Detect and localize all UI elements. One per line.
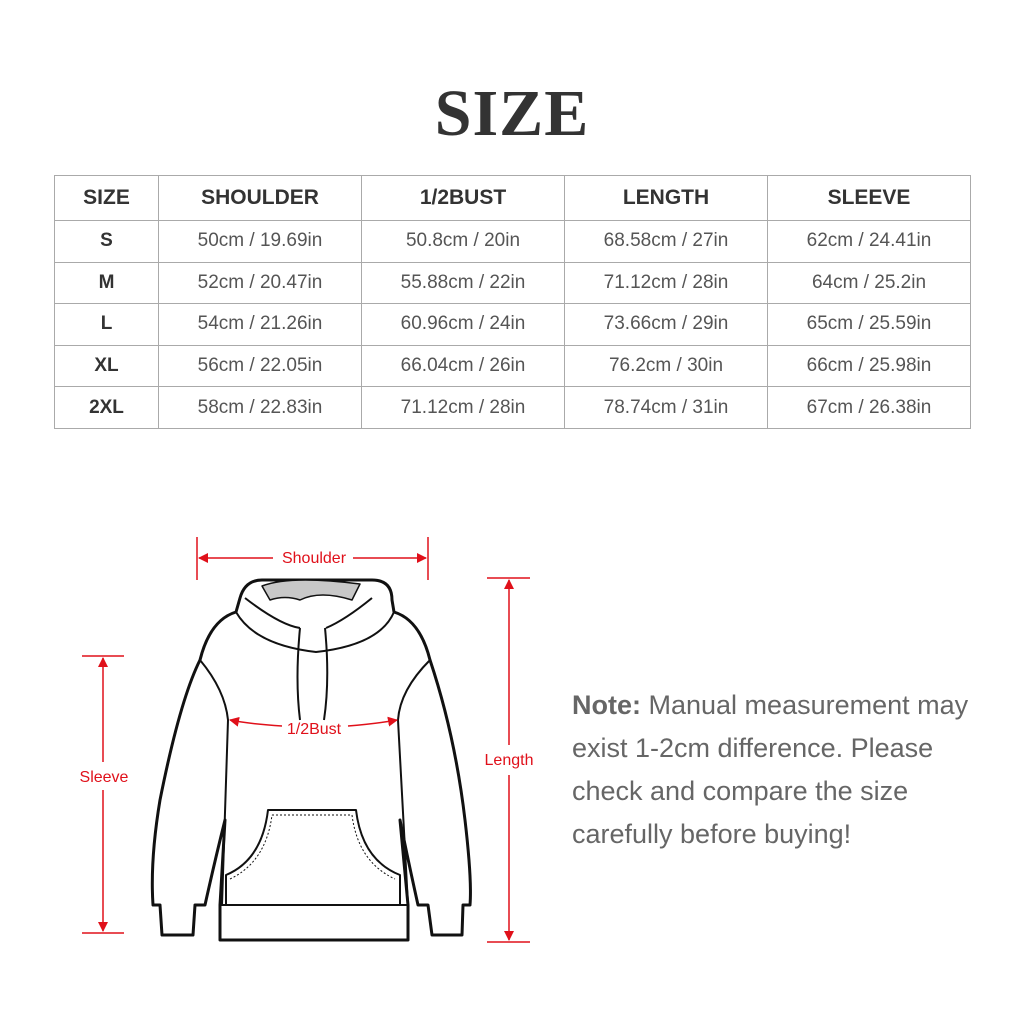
table-row: S 50cm / 19.69in 50.8cm / 20in 68.58cm / 27… — [54, 220, 971, 263]
shoulder-label: Shoulder — [282, 550, 347, 567]
column-header: SHOULDER — [158, 175, 362, 221]
size-cell: L — [54, 303, 159, 346]
measurement-cell: 56cm / 22.05in — [158, 344, 362, 388]
measurement-cell: 50cm / 19.69in — [158, 220, 362, 263]
size-cell: M — [54, 261, 159, 305]
column-header: SIZE — [54, 175, 159, 221]
column-header: LENGTH — [564, 175, 768, 221]
table-row: L 54cm / 21.26in 60.96cm / 24in 73.66cm / 2… — [54, 303, 971, 346]
table-row: XL 56cm / 22.05in 66.04cm / 26in 76.2cm / 3… — [54, 344, 971, 388]
bust-label: 1/2Bust — [287, 721, 342, 738]
measurement-cell: 76.2cm / 30in — [564, 344, 768, 388]
measurement-cell: 78.74cm / 31in — [564, 386, 768, 429]
page-title: SIZE — [434, 77, 590, 150]
measurement-cell: 71.12cm / 28in — [564, 261, 768, 305]
measurement-cell: 54cm / 21.26in — [158, 303, 362, 346]
table-row: M 52cm / 20.47in 55.88cm / 22in 71.12cm / 2… — [54, 261, 971, 305]
measurement-cell: 66cm / 25.98in — [767, 344, 971, 388]
measurement-cell: 52cm / 20.47in — [158, 261, 362, 305]
sleeve-label: Sleeve — [80, 769, 129, 786]
length-label: Length — [485, 752, 534, 769]
column-header: SLEEVE — [767, 175, 971, 221]
measurement-cell: 68.58cm / 27in — [564, 220, 768, 263]
measurement-cell: 71.12cm / 28in — [361, 386, 565, 429]
note-label: Note: — [572, 690, 641, 720]
measurement-cell: 62cm / 24.41in — [767, 220, 971, 263]
column-header: 1/2BUST — [361, 175, 565, 221]
measurement-cell: 65cm / 25.59in — [767, 303, 971, 346]
note-text: Manual measurement may exist 1-2cm diffe… — [572, 690, 969, 849]
size-table: SIZE SHOULDER 1/2BUST LENGTH SLEEVE S 50cm / … — [54, 175, 971, 429]
measurement-cell: 67cm / 26.38in — [767, 386, 971, 429]
measurement-note: Note: Manual measurement may exist 1-2cm… — [572, 684, 992, 856]
hoodie-illustration — [150, 578, 472, 942]
measurement-lines — [82, 537, 530, 943]
measurement-cell: 73.66cm / 29in — [564, 303, 768, 346]
size-cell: S — [54, 220, 159, 263]
size-cell: 2XL — [54, 386, 159, 429]
table-row: 2XL 58cm / 22.83in 71.12cm / 28in 78.74cm /… — [54, 386, 971, 429]
measurement-cell: 64cm / 25.2in — [767, 261, 971, 305]
table-header-row: SIZE SHOULDER 1/2BUST LENGTH SLEEVE — [54, 175, 971, 221]
measurement-cell: 55.88cm / 22in — [361, 261, 565, 305]
measurement-cell: 58cm / 22.83in — [158, 386, 362, 429]
